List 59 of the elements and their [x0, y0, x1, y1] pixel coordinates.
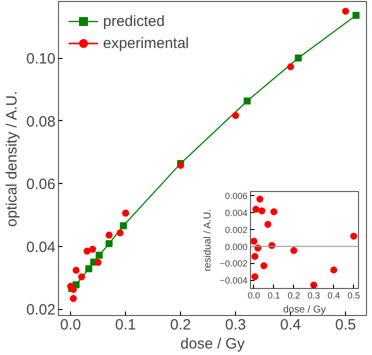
- point: [260, 262, 268, 270]
- y-tick-label: −0.004: [220, 276, 248, 286]
- point: [330, 266, 338, 274]
- x-tick-label: 0.0: [248, 290, 260, 300]
- point: [120, 222, 127, 230]
- y-tick-label: 0.002: [224, 224, 248, 235]
- point: [352, 12, 360, 19]
- x-tick-label: 0.2: [170, 316, 192, 334]
- point: [116, 229, 124, 236]
- point: [251, 252, 258, 260]
- point: [244, 98, 251, 105]
- point: [270, 208, 278, 216]
- point: [78, 273, 86, 280]
- x-tick-label: 0.4: [280, 316, 302, 334]
- y-tick-label: 0.006: [224, 191, 248, 202]
- point: [342, 8, 350, 15]
- y-tick-label: 0.02: [26, 302, 56, 319]
- point: [252, 206, 260, 213]
- legend-label: predicted: [103, 12, 165, 30]
- y-tick-label: −0.002: [220, 258, 248, 269]
- y-tick-label: 0.10: [26, 50, 56, 68]
- y-tick-label: 0.04: [26, 238, 56, 256]
- point: [85, 265, 92, 272]
- point: [290, 247, 298, 254]
- point: [258, 207, 266, 214]
- point: [89, 246, 96, 253]
- x-tick-label: 0.0: [60, 316, 82, 334]
- point: [106, 232, 113, 239]
- x-tick-label: 0.4: [327, 290, 340, 300]
- x-axis-title: dose / Gy: [283, 304, 326, 316]
- y-axis-title: optical density / A.U.: [3, 90, 20, 227]
- y-tick-label: 0.06: [26, 176, 56, 194]
- point: [232, 112, 240, 119]
- x-tick-label: 0.5: [335, 316, 356, 334]
- x-axis-title: dose / Gy: [180, 336, 246, 352]
- point: [250, 238, 258, 245]
- y-tick-label: 0.004: [224, 208, 248, 218]
- y-tick-label: 0.08: [26, 113, 56, 130]
- y-axis-title: residual / A.U.: [202, 209, 214, 272]
- x-tick-label: 0.3: [308, 290, 320, 300]
- point: [70, 295, 77, 302]
- x-tick-label: 0.2: [288, 290, 300, 300]
- point: [350, 232, 358, 240]
- x-tick-label: 0.3: [225, 316, 246, 334]
- y-tick-label: 0.000: [224, 242, 248, 252]
- legend-label: experimental: [103, 34, 189, 52]
- x-tick-label: 0.1: [268, 290, 280, 300]
- point: [72, 266, 80, 274]
- point: [251, 273, 258, 280]
- point: [96, 252, 103, 259]
- point: [106, 240, 113, 248]
- x-tick-label: 0.1: [115, 316, 136, 334]
- point: [294, 54, 302, 62]
- point: [264, 220, 272, 228]
- point: [256, 196, 264, 203]
- point: [94, 258, 102, 266]
- point: [287, 63, 294, 70]
- point: [84, 248, 91, 255]
- x-tick-label: 0.5: [347, 290, 360, 300]
